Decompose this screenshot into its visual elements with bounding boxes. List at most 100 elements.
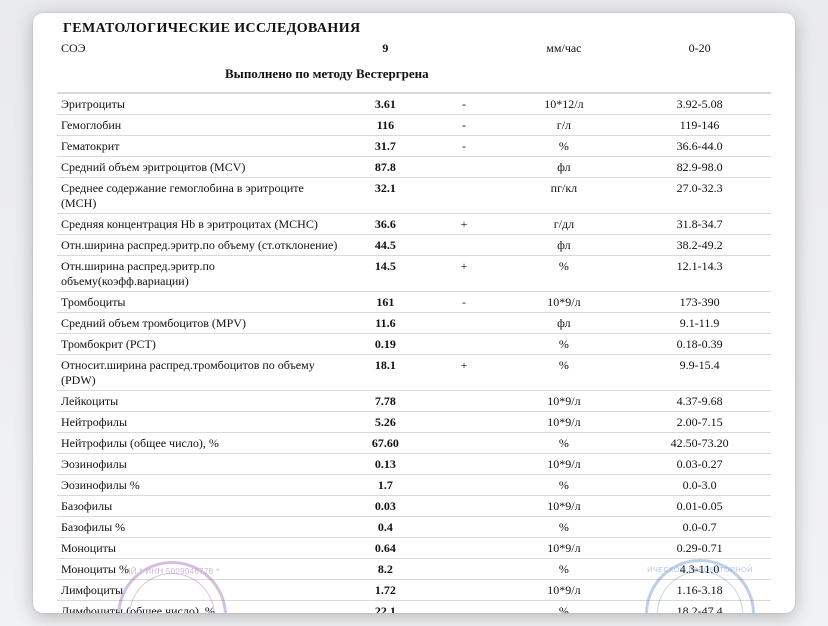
- param-range: 9.1-11.9: [628, 313, 771, 334]
- param-value: 67.60: [343, 433, 429, 454]
- param-unit: пг/кл: [500, 178, 629, 214]
- table-row: Отн.ширина распред.эритр.по объему (ст.о…: [57, 235, 771, 256]
- param-unit: г/дл: [500, 214, 629, 235]
- table-row: Лимфоциты1.7210*9/л1.16-3.18: [57, 580, 771, 601]
- param-range: 36.6-44.0: [628, 136, 771, 157]
- param-name: Лимфоциты: [57, 580, 343, 601]
- table-row: Тромбоциты161-10*9/л173-390: [57, 292, 771, 313]
- param-unit: 10*9/л: [500, 292, 629, 313]
- param-unit: %: [500, 433, 629, 454]
- param-range: 0-20: [628, 39, 771, 58]
- param-name: Тромбокрит (PCT): [57, 334, 343, 355]
- param-unit: %: [500, 355, 629, 391]
- table-row: Отн.ширина распред.эритр.по объему(коэфф…: [57, 256, 771, 292]
- param-range: 0.03-0.27: [628, 454, 771, 475]
- param-range: 0.18-0.39: [628, 334, 771, 355]
- param-value: 36.6: [343, 214, 429, 235]
- param-unit: %: [500, 601, 629, 613]
- table-row: Гематокрит31.7-%36.6-44.0: [57, 136, 771, 157]
- param-unit: 10*9/л: [500, 496, 629, 517]
- table-row: Средняя концентрация Hb в эритроцитах (M…: [57, 214, 771, 235]
- table-row: Нейтрофилы5.2610*9/л2.00-7.15: [57, 412, 771, 433]
- param-unit: 10*9/л: [500, 538, 629, 559]
- param-range: 27.0-32.3: [628, 178, 771, 214]
- section-title: ГЕМАТОЛОГИЧЕСКИЕ ИССЛЕДОВАНИЯ: [63, 21, 771, 37]
- param-unit: 10*9/л: [500, 454, 629, 475]
- param-value: 116: [343, 115, 429, 136]
- param-value: 3.61: [343, 94, 429, 115]
- param-range: 0.01-0.05: [628, 496, 771, 517]
- param-range: 0.0-0.7: [628, 517, 771, 538]
- param-value: 0.19: [343, 334, 429, 355]
- table-row: Тромбокрит (PCT)0.19%0.18-0.39: [57, 334, 771, 355]
- viewport: ГЕМАТОЛОГИЧЕСКИЕ ИССЛЕДОВАНИЯ СОЭ 9 мм/ч…: [0, 0, 828, 626]
- table-row: Моноциты %8.2%4.3-11.0: [57, 559, 771, 580]
- param-unit: %: [500, 256, 629, 292]
- param-range: 119-146: [628, 115, 771, 136]
- param-name: Нейтрофилы (общее число), %: [57, 433, 343, 454]
- param-range: 9.9-15.4: [628, 355, 771, 391]
- param-unit: %: [500, 559, 629, 580]
- param-unit: 10*12/л: [500, 94, 629, 115]
- param-value: 0.03: [343, 496, 429, 517]
- results-table: СОЭ 9 мм/час 0-20 Выполнено по методу Ве…: [57, 39, 771, 613]
- param-unit: %: [500, 136, 629, 157]
- param-flag: [428, 412, 499, 433]
- param-flag: [428, 601, 499, 613]
- param-value: 18.1: [343, 355, 429, 391]
- param-value: 5.26: [343, 412, 429, 433]
- table-row: Эритроциты3.61-10*12/л3.92-5.08: [57, 94, 771, 115]
- table-row: Эозинофилы0.1310*9/л0.03-0.27: [57, 454, 771, 475]
- param-name: Отн.ширина распред.эритр.по объему (ст.о…: [57, 235, 343, 256]
- method-note: Выполнено по методу Вестергрена: [225, 66, 429, 82]
- param-range: 4.3-11.0: [628, 559, 771, 580]
- param-value: 8.2: [343, 559, 429, 580]
- param-flag: +: [428, 214, 499, 235]
- param-range: 38.2-49.2: [628, 235, 771, 256]
- table-row: СОЭ 9 мм/час 0-20: [57, 39, 771, 58]
- param-flag: [428, 496, 499, 517]
- param-flag: [428, 157, 499, 178]
- table-row: Моноциты0.6410*9/л0.29-0.71: [57, 538, 771, 559]
- param-name: Эозинофилы: [57, 454, 343, 475]
- param-range: 0.29-0.71: [628, 538, 771, 559]
- param-range: 31.8-34.7: [628, 214, 771, 235]
- param-name: Моноциты: [57, 538, 343, 559]
- param-range: 18.2-47.4: [628, 601, 771, 613]
- param-value: 31.7: [343, 136, 429, 157]
- param-name: Среднее содержание гемоглобина в эритроц…: [57, 178, 343, 214]
- param-unit: 10*9/л: [500, 412, 629, 433]
- param-flag: [428, 178, 499, 214]
- param-unit: %: [500, 334, 629, 355]
- param-flag: [428, 538, 499, 559]
- param-value: 22.1: [343, 601, 429, 613]
- param-flag: [428, 475, 499, 496]
- param-flag: [428, 39, 499, 58]
- param-flag: [428, 433, 499, 454]
- table-row: Относит.ширина распред.тромбоцитов по об…: [57, 355, 771, 391]
- param-range: 1.16-3.18: [628, 580, 771, 601]
- param-flag: -: [428, 292, 499, 313]
- param-flag: [428, 391, 499, 412]
- table-row: Гемоглобин116-г/л119-146: [57, 115, 771, 136]
- table-row: Базофилы %0.4%0.0-0.7: [57, 517, 771, 538]
- content: ГЕМАТОЛОГИЧЕСКИЕ ИССЛЕДОВАНИЯ СОЭ 9 мм/ч…: [33, 13, 795, 613]
- param-unit: мм/час: [500, 39, 629, 58]
- table-row: Среднее содержание гемоглобина в эритроц…: [57, 178, 771, 214]
- param-value: 44.5: [343, 235, 429, 256]
- param-value: 14.5: [343, 256, 429, 292]
- table-row: Лейкоциты7.7810*9/л4.37-9.68: [57, 391, 771, 412]
- param-name: Базофилы %: [57, 517, 343, 538]
- param-name: Эозинофилы %: [57, 475, 343, 496]
- param-flag: [428, 580, 499, 601]
- param-name: Средний объем эритроцитов (MCV): [57, 157, 343, 178]
- param-range: 4.37-9.68: [628, 391, 771, 412]
- param-range: 0.0-3.0: [628, 475, 771, 496]
- table-row: Лимфоциты (общее число), %22.1%18.2-47.4: [57, 601, 771, 613]
- method-row: Выполнено по методу Вестергрена: [57, 64, 771, 86]
- param-value: 32.1: [343, 178, 429, 214]
- table-row: Средний объем тромбоцитов (MPV)11.6фл9.1…: [57, 313, 771, 334]
- param-flag: [428, 313, 499, 334]
- param-name: Базофилы: [57, 496, 343, 517]
- param-range: 42.50-73.20: [628, 433, 771, 454]
